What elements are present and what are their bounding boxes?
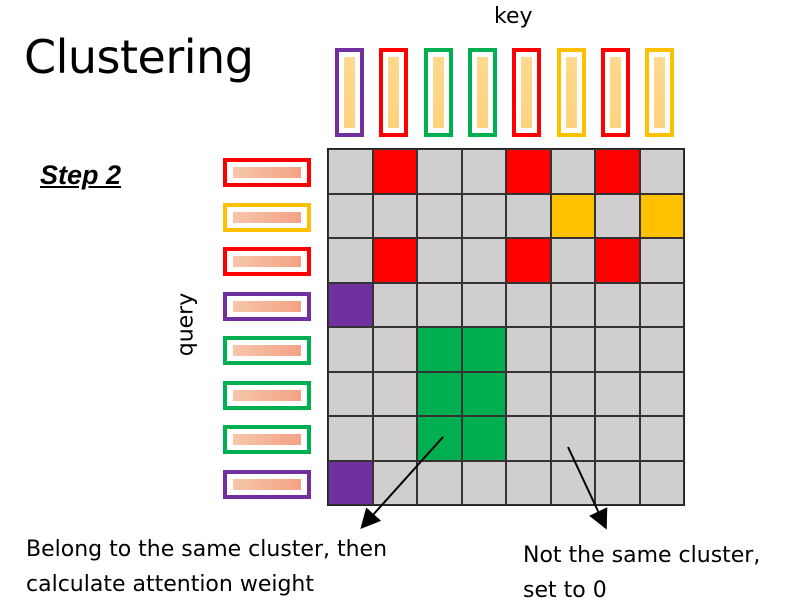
matrix-cell-2-0: [328, 238, 373, 283]
matrix-cell-5-3: [461, 371, 506, 416]
matrix-cell-7-6: [595, 460, 640, 505]
key-vector-red: [379, 48, 409, 137]
matrix-cell-5-2: [417, 371, 462, 416]
query-vector-red: [223, 158, 311, 187]
matrix-cell-2-4: [506, 238, 551, 283]
matrix-cell-0-6: [595, 149, 640, 194]
matrix-cell-6-4: [506, 416, 551, 461]
matrix-cell-6-7: [639, 416, 684, 461]
key-axis-label: key: [494, 4, 533, 29]
query-vector-green: [223, 380, 311, 410]
matrix-cell-1-3: [461, 193, 506, 238]
key-vector-green: [423, 48, 453, 137]
matrix-cell-1-2: [417, 193, 462, 238]
matrix-cell-5-1: [372, 371, 417, 416]
matrix-cell-2-3: [461, 238, 506, 283]
query-vector-red: [223, 247, 311, 276]
matrix-cell-6-5: [550, 416, 595, 461]
matrix-cell-4-2: [417, 327, 462, 372]
matrix-cell-5-5: [550, 371, 595, 416]
matrix-cell-0-0: [328, 149, 373, 194]
query-vector-yellow: [223, 202, 311, 232]
key-vector-yellow: [556, 48, 586, 137]
matrix-cell-3-5: [550, 282, 595, 327]
step-label: Step 2: [40, 160, 122, 190]
matrix-cell-7-5: [550, 460, 595, 505]
matrix-cell-1-0: [328, 193, 373, 238]
same-cluster-note-line2: calculate attention weight: [26, 572, 314, 597]
query-vector-green: [223, 336, 311, 365]
matrix-cell-3-2: [417, 282, 462, 327]
arrow-not-same-cluster: [567, 446, 608, 530]
query-vector-purple: [223, 291, 311, 321]
matrix-cell-6-2: [417, 416, 462, 461]
matrix-cell-0-2: [417, 149, 462, 194]
matrix-cell-6-3: [461, 416, 506, 461]
matrix-cell-6-1: [372, 416, 417, 461]
matrix-cell-2-5: [550, 238, 595, 283]
matrix-cell-0-3: [461, 149, 506, 194]
matrix-cell-7-0: [328, 460, 373, 505]
matrix-cell-4-3: [461, 327, 506, 372]
matrix-cell-4-5: [550, 327, 595, 372]
matrix-cell-1-4: [506, 193, 551, 238]
diff-cluster-note-line1: Not the same cluster,: [523, 543, 761, 568]
same-cluster-note-line1: Belong to the same cluster, then: [26, 537, 388, 562]
matrix-cell-6-0: [328, 416, 373, 461]
matrix-cell-2-1: [372, 238, 417, 283]
matrix-cell-7-1: [372, 460, 417, 505]
matrix-cell-3-1: [372, 282, 417, 327]
matrix-cell-6-6: [595, 416, 640, 461]
matrix-cell-5-7: [639, 371, 684, 416]
matrix-cell-4-0: [328, 327, 373, 372]
query-vector-green: [223, 425, 311, 454]
matrix-cell-1-7: [639, 193, 684, 238]
attention-matrix: [327, 148, 685, 506]
matrix-cell-0-4: [506, 149, 551, 194]
matrix-cell-7-7: [639, 460, 684, 505]
query-vector-purple: [223, 469, 311, 499]
matrix-cell-5-0: [328, 371, 373, 416]
matrix-cell-0-1: [372, 149, 417, 194]
matrix-cell-3-6: [595, 282, 640, 327]
matrix-cell-1-1: [372, 193, 417, 238]
matrix-cell-4-1: [372, 327, 417, 372]
key-vector-red: [600, 48, 630, 137]
matrix-cell-5-6: [595, 371, 640, 416]
arrow-same-cluster: [360, 436, 444, 529]
matrix-cell-4-6: [595, 327, 640, 372]
diff-cluster-note-line2: set to 0: [523, 578, 607, 603]
key-vector-red: [512, 48, 542, 137]
matrix-cell-3-4: [506, 282, 551, 327]
matrix-cell-7-2: [417, 460, 462, 505]
matrix-cell-5-4: [506, 371, 551, 416]
key-vector-purple: [335, 48, 364, 137]
matrix-cell-4-4: [506, 327, 551, 372]
matrix-cell-1-6: [595, 193, 640, 238]
slide-title: Clustering: [24, 30, 254, 84]
key-vector-green: [467, 48, 497, 137]
matrix-cell-3-3: [461, 282, 506, 327]
matrix-cell-2-7: [639, 238, 684, 283]
matrix-cell-2-2: [417, 238, 462, 283]
matrix-cell-4-7: [639, 327, 684, 372]
matrix-cell-0-7: [639, 149, 684, 194]
matrix-cell-2-6: [595, 238, 640, 283]
matrix-cell-3-0: [328, 282, 373, 327]
matrix-cell-7-4: [506, 460, 551, 505]
matrix-cell-3-7: [639, 282, 684, 327]
matrix-cell-1-5: [550, 193, 595, 238]
matrix-cell-7-3: [461, 460, 506, 505]
matrix-cell-0-5: [550, 149, 595, 194]
key-vector-yellow: [645, 48, 675, 137]
